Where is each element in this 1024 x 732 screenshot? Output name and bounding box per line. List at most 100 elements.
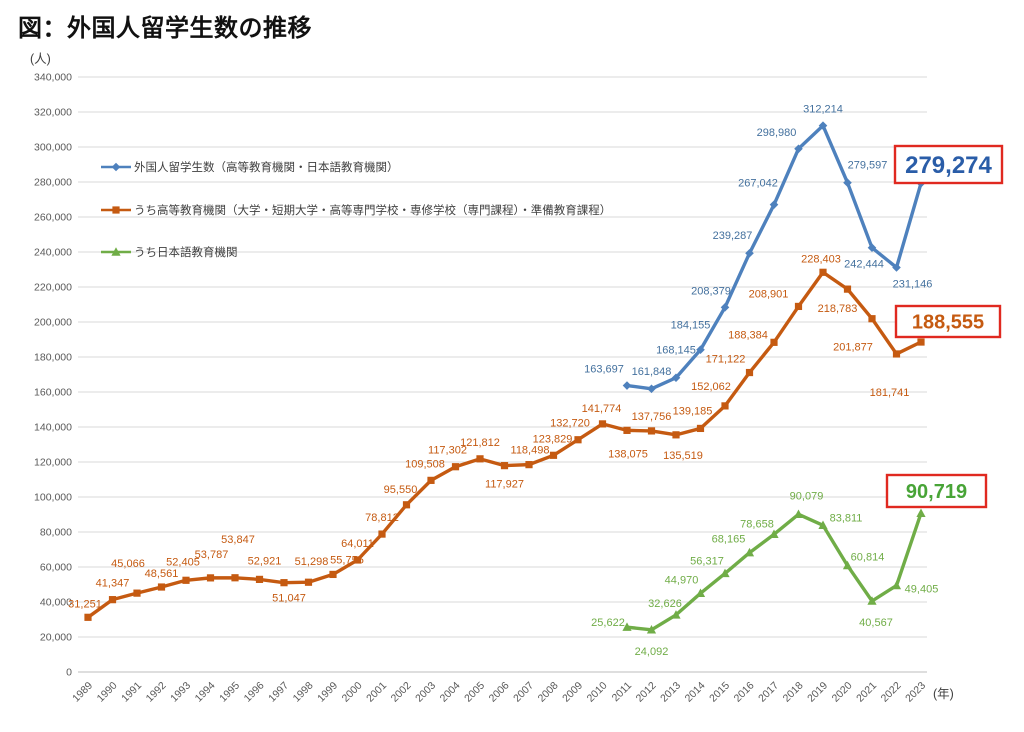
data-point-marker [500, 462, 509, 470]
x-tick-label: 1990 [95, 680, 120, 705]
data-point-marker [794, 302, 803, 311]
data-point-marker [111, 162, 121, 172]
highlight-value: 279,274 [905, 152, 992, 179]
highlight-annotation: 279,274 [893, 144, 1004, 185]
legend-item: うち日本語教育機関 [101, 245, 238, 259]
y-tick-label: 60,000 [40, 562, 72, 574]
data-label: 121,812 [460, 437, 500, 449]
y-tick-label: 260,000 [34, 212, 72, 224]
y-tick-label: 240,000 [34, 247, 72, 259]
data-point-marker [671, 373, 681, 383]
data-label: 312,214 [803, 104, 843, 116]
y-tick-label: 20,000 [40, 632, 72, 644]
series-1 [84, 268, 925, 621]
data-point-marker [574, 436, 582, 444]
data-point-marker [720, 568, 730, 578]
data-point-marker [745, 248, 754, 258]
data-label: 139,185 [673, 405, 713, 417]
x-axis-unit-label: (年) [933, 687, 954, 701]
x-tick-label: 1989 [70, 680, 95, 705]
data-point-marker [133, 589, 141, 597]
data-label: 25,622 [591, 617, 625, 629]
data-label: 95,550 [384, 484, 418, 496]
data-label: 279,597 [848, 160, 888, 172]
data-point-marker [671, 610, 681, 619]
data-label: 181,741 [870, 387, 910, 399]
data-point-marker [868, 315, 876, 323]
data-label: 45,066 [111, 558, 145, 570]
data-label: 123,829 [533, 433, 573, 445]
data-label: 55,755 [330, 554, 364, 566]
data-label: 218,783 [818, 303, 858, 315]
x-tick-label: 2013 [658, 680, 683, 705]
x-tick-label: 1997 [266, 680, 291, 705]
data-point-marker [231, 574, 239, 582]
legend-label: うち高等教育機関（大学・短期大学・高等専門学校・専修学校（専門課程）・準備教育課… [134, 203, 611, 217]
data-label: 132,720 [550, 418, 590, 430]
data-label: 68,165 [712, 534, 746, 546]
data-point-marker [108, 596, 117, 604]
data-label: 53,787 [195, 549, 229, 561]
data-label: 109,508 [405, 458, 445, 470]
x-tick-label: 2005 [462, 680, 487, 705]
y-tick-label: 140,000 [34, 422, 72, 434]
data-point-marker [111, 247, 121, 256]
y-tick-label: 300,000 [34, 142, 72, 154]
x-tick-label: 1998 [291, 680, 316, 705]
data-label: 267,042 [738, 178, 778, 190]
legend-label: うち日本語教育機関 [134, 245, 238, 259]
data-label: 239,287 [713, 230, 753, 242]
data-label: 138,075 [608, 448, 648, 460]
y-tick-label: 0 [66, 667, 72, 679]
highlight-box [885, 473, 988, 509]
x-tick-label: 1991 [119, 680, 144, 705]
data-point-marker [892, 350, 901, 358]
data-point-marker [647, 384, 656, 394]
data-point-marker [84, 613, 92, 621]
data-point-marker [696, 424, 705, 433]
data-label: 41,347 [96, 578, 130, 590]
y-tick-label: 160,000 [34, 387, 72, 399]
data-label: 298,980 [757, 127, 797, 139]
data-point-marker [916, 508, 926, 517]
x-tick-label: 2006 [487, 680, 512, 705]
legend-label: 外国人留学生数（高等教育機関・日本語教育機関） [134, 160, 399, 174]
data-point-marker [622, 381, 632, 390]
x-tick-label: 1996 [242, 680, 267, 705]
highlight-value: 188,555 [912, 312, 984, 334]
data-label: 32,626 [648, 598, 682, 610]
data-label: 188,384 [728, 329, 768, 341]
series-labels-2: 25,622 24,092 32,626 44,970 56,317 68,165 78,6… [591, 490, 938, 657]
x-tick-label: 2021 [854, 680, 879, 705]
data-label: 44,970 [665, 574, 699, 586]
data-label: 117,927 [485, 479, 524, 491]
data-point-marker [402, 501, 411, 509]
data-label: 48,561 [145, 568, 179, 580]
y-tick-label: 200,000 [34, 317, 72, 329]
highlight-annotation: 90,719 [885, 473, 988, 509]
data-point-marker [818, 520, 828, 530]
y-axis-unit-label: (人) [30, 52, 51, 66]
data-point-marker [769, 200, 779, 209]
data-label: 49,405 [905, 584, 939, 596]
y-tick-label: 280,000 [34, 177, 72, 189]
data-label: 137,756 [632, 411, 672, 423]
y-tick-label: 120,000 [34, 457, 72, 469]
data-point-marker [721, 402, 729, 410]
x-tick-label: 2016 [732, 680, 757, 705]
data-point-marker [255, 575, 264, 583]
x-tick-label: 2010 [585, 680, 610, 705]
x-tick-label: 2001 [364, 680, 389, 705]
data-label: 228,403 [801, 253, 841, 265]
x-tick-label: 2002 [389, 680, 414, 705]
data-label: 78,812 [365, 512, 399, 524]
data-point-marker [304, 578, 313, 586]
x-tick-label: 2018 [781, 680, 806, 705]
data-point-marker [157, 583, 166, 591]
x-tick-label: 2009 [560, 680, 585, 705]
data-label: 208,901 [749, 288, 789, 300]
data-point-marker [353, 556, 362, 564]
highlight-box [894, 304, 1002, 339]
data-label: 56,317 [690, 555, 724, 567]
x-tick-label: 2004 [438, 680, 463, 705]
